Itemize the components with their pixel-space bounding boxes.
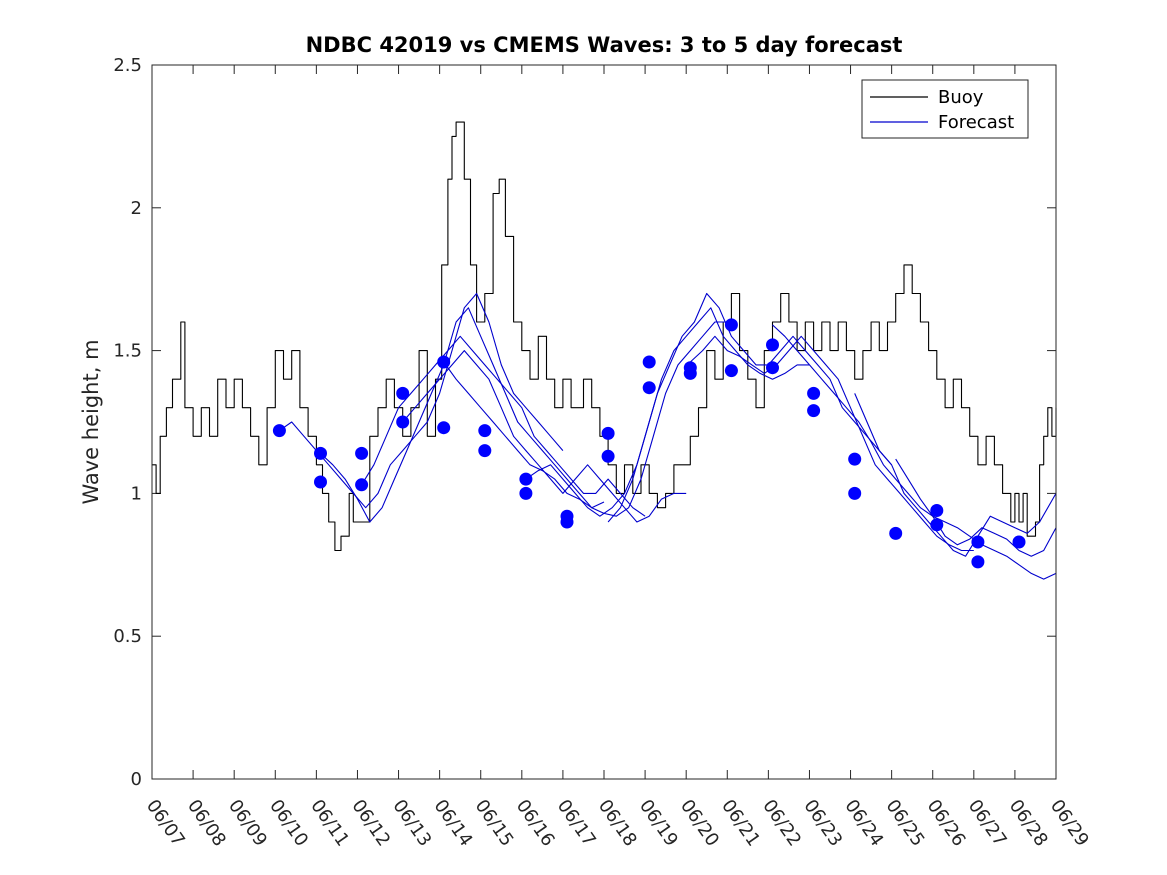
forecast-marker bbox=[314, 446, 327, 460]
forecast-marker bbox=[1012, 535, 1026, 549]
y-tick-label: 1 bbox=[131, 483, 142, 504]
forecast-marker bbox=[396, 386, 410, 400]
forecast-marker bbox=[683, 366, 697, 380]
forecast-marker bbox=[724, 364, 738, 378]
forecast-marker bbox=[971, 555, 985, 569]
forecast-marker bbox=[272, 424, 286, 438]
series-line-forecast bbox=[895, 458, 1057, 557]
forecast-marker bbox=[971, 535, 985, 549]
y-tick-label: 2 bbox=[131, 198, 142, 219]
forecast-marker bbox=[889, 526, 903, 540]
forecast-marker bbox=[355, 478, 369, 492]
y-tick-label: 0 bbox=[131, 769, 142, 790]
forecast-marker bbox=[766, 338, 779, 352]
forecast-marker bbox=[642, 381, 656, 395]
forecast-marker bbox=[848, 452, 862, 466]
series-line-forecast bbox=[772, 324, 1057, 580]
plot-background bbox=[152, 65, 1056, 779]
forecast-marker bbox=[848, 486, 862, 500]
axes-frame bbox=[151, 64, 1057, 780]
marker-layer bbox=[272, 318, 1026, 569]
forecast-marker bbox=[437, 421, 451, 435]
series-line-forecast bbox=[607, 292, 893, 523]
forecast-marker bbox=[519, 486, 533, 500]
series-line-forecast bbox=[443, 321, 728, 517]
forecast-marker bbox=[478, 424, 492, 438]
chart-title: NDBC 42019 vs CMEMS Waves: 3 to 5 day fo… bbox=[306, 33, 903, 57]
series-line-forecast bbox=[279, 292, 564, 509]
y-tick-label: 1.5 bbox=[113, 341, 142, 362]
forecast-marker bbox=[930, 518, 944, 532]
series-line-forecast bbox=[689, 335, 974, 552]
forecast-marker bbox=[560, 515, 574, 529]
forecast-marker bbox=[807, 386, 821, 400]
series-layer bbox=[152, 121, 1057, 580]
forecast-marker bbox=[642, 355, 656, 369]
forecast-marker bbox=[807, 404, 821, 418]
forecast-marker bbox=[355, 446, 369, 460]
series-line-forecast bbox=[525, 307, 810, 517]
forecast-marker bbox=[519, 472, 533, 486]
legend-box bbox=[861, 79, 1029, 139]
series-line-forecast bbox=[320, 307, 605, 523]
series-line-forecast bbox=[361, 335, 646, 517]
y-axis-label: Wave height, m bbox=[79, 339, 103, 504]
forecast-marker bbox=[437, 355, 451, 369]
forecast-marker bbox=[396, 415, 410, 429]
plot-area bbox=[152, 65, 1056, 779]
legend-label: Buoy bbox=[938, 87, 984, 108]
legend: Buoy Forecast bbox=[861, 79, 1029, 139]
y-tick-label: 0.5 bbox=[113, 626, 142, 647]
forecast-marker bbox=[478, 444, 492, 458]
y-tick-label: 2.5 bbox=[113, 55, 142, 76]
forecast-marker bbox=[930, 504, 944, 517]
forecast-marker bbox=[724, 318, 738, 332]
forecast-marker bbox=[601, 449, 615, 463]
forecast-marker bbox=[766, 361, 779, 375]
forecast-marker bbox=[314, 475, 327, 489]
legend-label: Forecast bbox=[938, 112, 1014, 133]
axes-box bbox=[151, 64, 1057, 780]
series-line-buoy bbox=[152, 121, 1057, 552]
forecast-marker bbox=[601, 426, 615, 440]
series-line-forecast bbox=[854, 393, 1057, 557]
